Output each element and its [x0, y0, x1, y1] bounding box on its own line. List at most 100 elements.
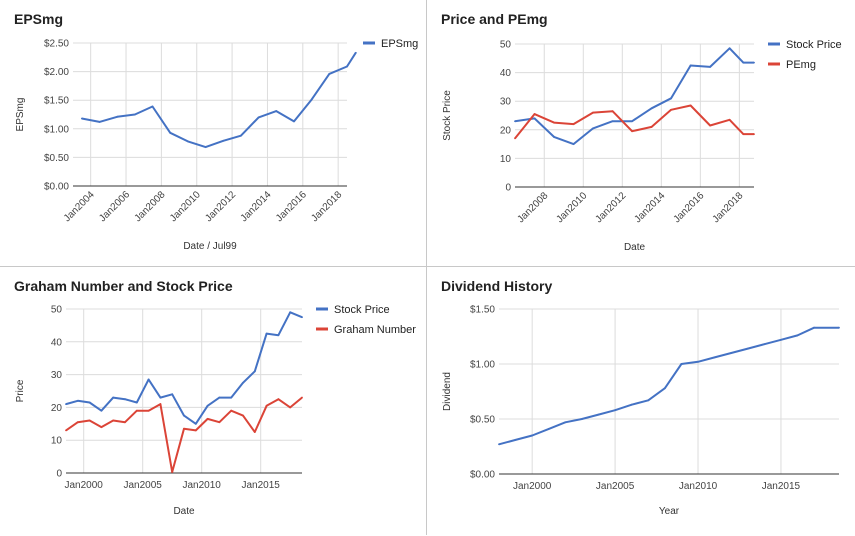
data-point [514, 120, 516, 123]
data-point [230, 409, 233, 412]
data-point [194, 422, 197, 425]
y-tick-label: $0.00 [44, 182, 69, 193]
data-point [553, 136, 555, 138]
data-point [709, 65, 712, 68]
data-point [147, 409, 150, 412]
x-tick-label: Jan2014 [633, 190, 668, 225]
y-axis-label: Stock Price [442, 90, 453, 141]
data-point [277, 334, 280, 337]
data-point [581, 418, 583, 420]
data-point [206, 417, 209, 420]
dividend-chart-panel: Dividend History $0.00 $0.50 $1.00 $1.50 Jan2… [426, 266, 855, 535]
data-point [647, 399, 650, 402]
data-point [597, 413, 600, 416]
data-point [112, 396, 115, 399]
data-point [746, 347, 749, 350]
x-tick-label: Jan2016 [672, 190, 707, 225]
x-tick-label: Jan2010 [554, 190, 589, 225]
graham-chart: Graham Number and Stock Price 0 10 20 30 40 50… [14, 278, 416, 517]
data-point [670, 108, 672, 111]
data-point [293, 120, 295, 123]
y-tick-label: $0.50 [44, 153, 69, 164]
y-axis-label: EPSmg [15, 98, 26, 132]
x-tick-label: Jan2004 [62, 189, 97, 224]
data-point [730, 352, 733, 354]
series-line [498, 326, 839, 446]
y-tick-label: 20 [51, 403, 63, 414]
data-point [88, 419, 91, 422]
data-point [354, 51, 357, 54]
data-point [763, 343, 766, 346]
data-point [100, 409, 103, 412]
data-point [547, 428, 550, 430]
series-line [514, 104, 754, 140]
data-point [147, 378, 150, 381]
data-point [611, 120, 614, 123]
chart-title: EPSmg [14, 11, 63, 27]
data-point [753, 61, 755, 64]
data-point [76, 399, 79, 402]
data-point [728, 118, 731, 121]
data-point [328, 72, 331, 75]
x-tick-label: Jan2015 [762, 481, 801, 492]
x-tick-label: Jan2014 [239, 189, 274, 224]
data-point [301, 316, 303, 319]
data-point [275, 110, 278, 112]
data-point [592, 111, 594, 114]
x-tick-label: Jan2000 [65, 480, 104, 491]
data-point [171, 471, 174, 473]
y-tick-label: $1.50 [44, 96, 69, 107]
x-tick-label: Jan2015 [242, 480, 281, 491]
x-tick-label: Jan2000 [513, 481, 552, 492]
y-axis-label: Dividend [442, 372, 453, 411]
y-tick-label: 30 [500, 97, 512, 108]
data-point [194, 429, 197, 432]
data-point [171, 393, 174, 396]
legend-label: Stock Price [786, 39, 842, 51]
y-tick-label: $1.00 [44, 124, 69, 135]
data-point [742, 61, 745, 64]
data-point [498, 443, 500, 446]
data-point [346, 65, 348, 68]
data-point [230, 396, 233, 399]
data-point [253, 370, 256, 373]
graham-chart-panel: Graham Number and Stock Price 0 10 20 30 40 50… [0, 266, 427, 535]
data-point [631, 120, 633, 123]
data-point [564, 421, 567, 424]
x-tick-label: Jan2005 [596, 481, 635, 492]
y-tick-label: 10 [500, 154, 512, 165]
data-point [514, 137, 516, 140]
data-point [630, 403, 633, 406]
y-tick-label: $2.50 [44, 39, 69, 50]
y-tick-label: $1.00 [470, 360, 495, 371]
data-point [611, 110, 614, 113]
data-point [65, 429, 67, 432]
x-tick-label: Jan2018 [309, 189, 344, 224]
x-axis-label: Year [659, 506, 680, 517]
x-tick-label: Jan2005 [124, 480, 163, 491]
data-point [680, 363, 683, 365]
data-point [257, 116, 260, 119]
data-point [100, 426, 103, 428]
y-tick-label: 40 [500, 68, 512, 79]
y-tick-label: 10 [51, 436, 63, 447]
data-point [533, 113, 536, 115]
data-point [753, 133, 755, 135]
y-tick-label: $1.50 [470, 305, 495, 316]
data-point [301, 396, 303, 399]
data-point [240, 134, 242, 137]
y-axis-label: Price [15, 379, 26, 402]
data-point [289, 311, 292, 314]
data-point [709, 124, 712, 127]
legend-label: EPSmg [381, 38, 418, 50]
x-axis-label: Date [173, 506, 195, 517]
data-point [310, 98, 313, 101]
data-point [572, 143, 575, 146]
x-axis-label: Date [624, 242, 646, 253]
x-tick-label: Jan2012 [594, 190, 629, 225]
data-point [265, 404, 268, 407]
data-point [218, 421, 221, 424]
data-point [650, 126, 653, 128]
data-point [169, 131, 172, 134]
x-tick-label: Jan2008 [133, 189, 168, 224]
